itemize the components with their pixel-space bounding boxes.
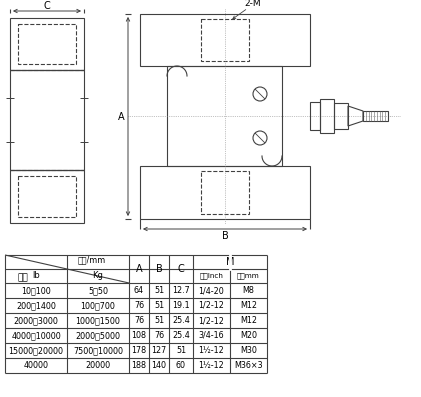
Bar (10, 70, 84, 170)
Text: M36×3: M36×3 (234, 361, 263, 370)
Text: Kg: Kg (93, 272, 104, 281)
Text: 10～100: 10～100 (21, 286, 51, 295)
Text: M20: M20 (240, 331, 257, 340)
Text: 76: 76 (134, 301, 144, 310)
Text: 25.4: 25.4 (172, 316, 190, 325)
Text: 60: 60 (176, 361, 186, 370)
Text: C: C (178, 264, 184, 274)
Text: 51: 51 (154, 301, 164, 310)
Text: 3/4-16: 3/4-16 (199, 331, 224, 340)
Text: 2000～3000: 2000～3000 (13, 316, 59, 325)
Bar (167, 66, 282, 166)
Text: 量程: 量程 (18, 274, 28, 283)
Text: 140: 140 (152, 361, 166, 370)
Text: lb: lb (32, 272, 40, 281)
Text: 25.4: 25.4 (172, 331, 190, 340)
Text: 2000～5000: 2000～5000 (75, 331, 120, 340)
Text: 178: 178 (131, 346, 147, 355)
Text: M30: M30 (240, 346, 257, 355)
Bar (201, 19, 249, 61)
Text: 7500～10000: 7500～10000 (73, 346, 123, 355)
Text: 1/2-12: 1/2-12 (199, 301, 224, 310)
Bar (320, 99, 334, 133)
Bar (18, 176, 76, 217)
Bar (140, 166, 310, 219)
Bar (140, 14, 310, 66)
Text: A: A (118, 112, 124, 121)
Bar (310, 102, 320, 130)
Text: 1½-12: 1½-12 (199, 346, 224, 355)
Text: M12: M12 (240, 301, 257, 310)
Text: 尺寸/mm: 尺寸/mm (78, 256, 106, 264)
Text: 108: 108 (131, 331, 147, 340)
Text: 51: 51 (154, 286, 164, 295)
Text: 1½-12: 1½-12 (199, 361, 224, 370)
Text: 200～1400: 200～1400 (16, 301, 56, 310)
Text: 15000～20000: 15000～20000 (8, 346, 64, 355)
Text: 51: 51 (176, 346, 186, 355)
Text: 188: 188 (131, 361, 147, 370)
Text: 19.1: 19.1 (172, 301, 190, 310)
Bar (10, 170, 84, 223)
Text: A: A (136, 264, 142, 274)
Text: 100～700: 100～700 (80, 301, 115, 310)
Text: 5～50: 5～50 (88, 286, 108, 295)
Text: B: B (156, 264, 163, 274)
Text: 12.7: 12.7 (172, 286, 190, 295)
Text: 76: 76 (134, 316, 144, 325)
Text: M8: M8 (242, 286, 254, 295)
Text: 76: 76 (154, 331, 164, 340)
Text: 4000～10000: 4000～10000 (11, 331, 61, 340)
Bar (18, 24, 76, 64)
Bar (10, 18, 84, 70)
Text: 51: 51 (154, 316, 164, 325)
Text: 64: 64 (134, 286, 144, 295)
Text: 127: 127 (152, 346, 167, 355)
Text: C: C (44, 1, 51, 11)
Text: 1/4-20: 1/4-20 (199, 286, 224, 295)
Text: 英制Inch: 英制Inch (200, 273, 224, 279)
Text: 1/2-12: 1/2-12 (199, 316, 224, 325)
Text: 2-M: 2-M (245, 0, 261, 8)
Text: M12: M12 (240, 316, 257, 325)
Bar (334, 103, 348, 129)
Text: 40000: 40000 (24, 361, 48, 370)
Text: B: B (221, 231, 228, 241)
Text: M: M (226, 257, 234, 267)
Text: 1000～1500: 1000～1500 (75, 316, 120, 325)
Text: 20000: 20000 (85, 361, 111, 370)
Bar (363, 111, 388, 121)
Bar (201, 171, 249, 214)
Text: 公制mm: 公制mm (237, 273, 260, 279)
